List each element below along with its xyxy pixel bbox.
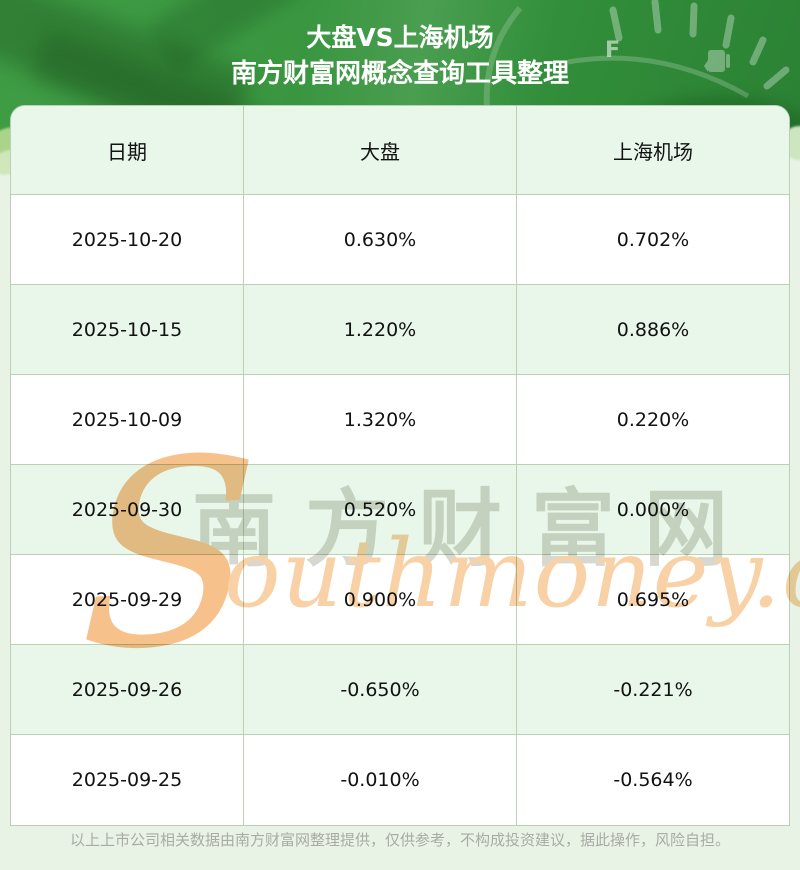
cell-stock: 0.886% [517, 285, 789, 375]
cell-stock: -0.221% [517, 645, 789, 735]
cell-stock: 0.695% [517, 555, 789, 645]
cell-market: 1.320% [244, 375, 517, 465]
column-header-market: 大盘 [244, 106, 517, 195]
cell-date: 2025-10-09 [11, 375, 244, 465]
cell-stock: -0.564% [613, 769, 693, 791]
cell-market: 0.520% [244, 465, 517, 555]
cell-market: 1.220% [244, 285, 517, 375]
footer-disclaimer: 以上上市公司相关数据由南方财富网整理提供，仅供参考，不构成投资建议，据此操作，风… [69, 831, 730, 849]
cell-date: 2025-09-25 [11, 735, 244, 825]
column-header-date: 日期 [11, 106, 244, 195]
cell-stock: 0.000% [517, 465, 789, 555]
page-subtitle: 南方财富网概念查询工具整理 [230, 59, 569, 89]
cell-market: 0.630% [244, 195, 517, 285]
cell-date: 2025-09-30 [11, 465, 244, 555]
cell-market: -0.010% [244, 735, 517, 825]
cell-stock: 0.220% [517, 375, 789, 465]
cell-date: 2025-10-15 [11, 285, 244, 375]
cell-market: -0.650% [244, 645, 517, 735]
cell-market: 0.900% [244, 555, 517, 645]
column-header-stock: 上海机场 [517, 106, 789, 195]
cell-stock: 0.702% [517, 195, 789, 285]
cell-date: 2025-10-20 [11, 195, 244, 285]
fuel-gauge-icon: F [483, 0, 790, 121]
cell-date: 2025-09-29 [11, 555, 244, 645]
data-table: 日期 大盘 上海机场 2025-10-20 0.630% 0.702% 2025… [10, 105, 790, 826]
cell-date: 2025-09-26 [11, 645, 244, 735]
page-title: 大盘VS上海机场 [306, 23, 494, 52]
gauge-f-label: F [605, 38, 620, 63]
fuel-pump-icon [704, 50, 730, 72]
